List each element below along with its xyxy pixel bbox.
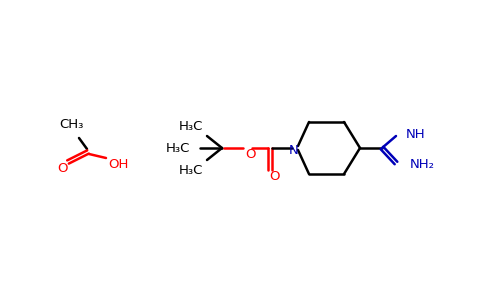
Text: H₃C: H₃C <box>179 119 203 133</box>
Text: N: N <box>289 143 299 157</box>
Text: NH₂: NH₂ <box>410 158 435 172</box>
Text: O: O <box>270 170 280 184</box>
Text: OH: OH <box>108 158 128 170</box>
Text: O: O <box>245 148 255 161</box>
Text: CH₃: CH₃ <box>59 118 83 130</box>
Text: NH: NH <box>406 128 425 140</box>
Text: O: O <box>58 161 68 175</box>
Text: H₃C: H₃C <box>166 142 190 154</box>
Text: H₃C: H₃C <box>179 164 203 176</box>
